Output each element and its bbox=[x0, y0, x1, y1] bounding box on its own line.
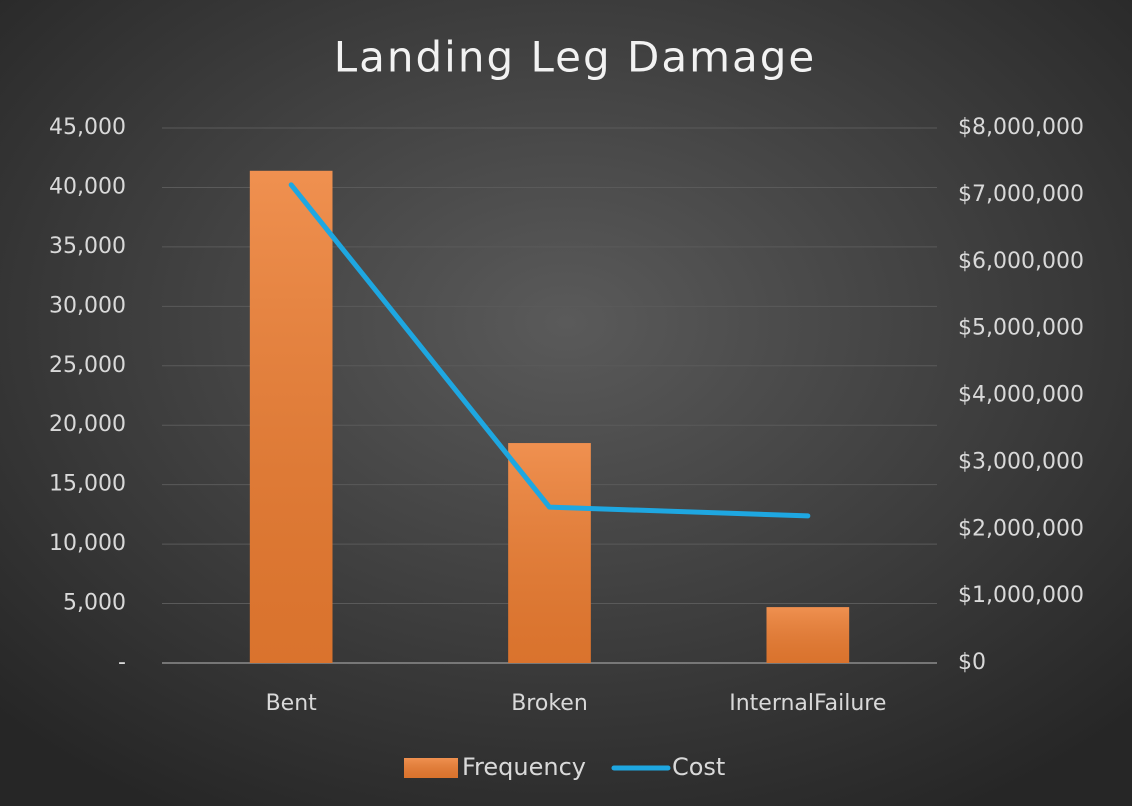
y2-tick-label: $4,000,000 bbox=[958, 383, 1084, 408]
y2-tick-label: $2,000,000 bbox=[958, 516, 1084, 541]
y2-tick-label: $0 bbox=[958, 650, 986, 675]
bar-sheen bbox=[249, 170, 333, 664]
y2-tick-label: $1,000,000 bbox=[958, 583, 1084, 608]
legend-label: Frequency bbox=[462, 753, 586, 781]
y-tick-label: - bbox=[118, 650, 126, 675]
y-tick-label: 10,000 bbox=[49, 531, 126, 556]
bar-sheen bbox=[508, 443, 591, 663]
y2-tick-label: $5,000,000 bbox=[958, 316, 1084, 341]
y-tick-label: 25,000 bbox=[49, 353, 126, 378]
y2-tick-label: $7,000,000 bbox=[958, 182, 1084, 207]
legend-label: Cost bbox=[672, 753, 725, 781]
line bbox=[288, 182, 811, 519]
x-tick-label: Broken bbox=[511, 691, 588, 716]
y2-tick-label: $6,000,000 bbox=[958, 249, 1084, 274]
y-tick-label: 15,000 bbox=[49, 472, 126, 497]
y2-tick-label: $3,000,000 bbox=[958, 449, 1084, 474]
y-tick-label: 5,000 bbox=[63, 591, 126, 616]
y-tick-label: 20,000 bbox=[49, 412, 126, 437]
chart-title: Landing Leg Damage bbox=[334, 33, 816, 82]
y-tick-label: 45,000 bbox=[49, 115, 126, 140]
y-tick-label: 30,000 bbox=[49, 293, 126, 318]
x-tick-label: Bent bbox=[266, 691, 318, 716]
x-tick-label: InternalFailure bbox=[729, 691, 886, 716]
legend-swatch-sheen bbox=[404, 758, 458, 778]
bar-sheen bbox=[766, 607, 850, 663]
y2-tick-label: $8,000,000 bbox=[958, 115, 1084, 140]
y-tick-label: 40,000 bbox=[49, 174, 126, 199]
y-tick-label: 35,000 bbox=[49, 234, 126, 259]
